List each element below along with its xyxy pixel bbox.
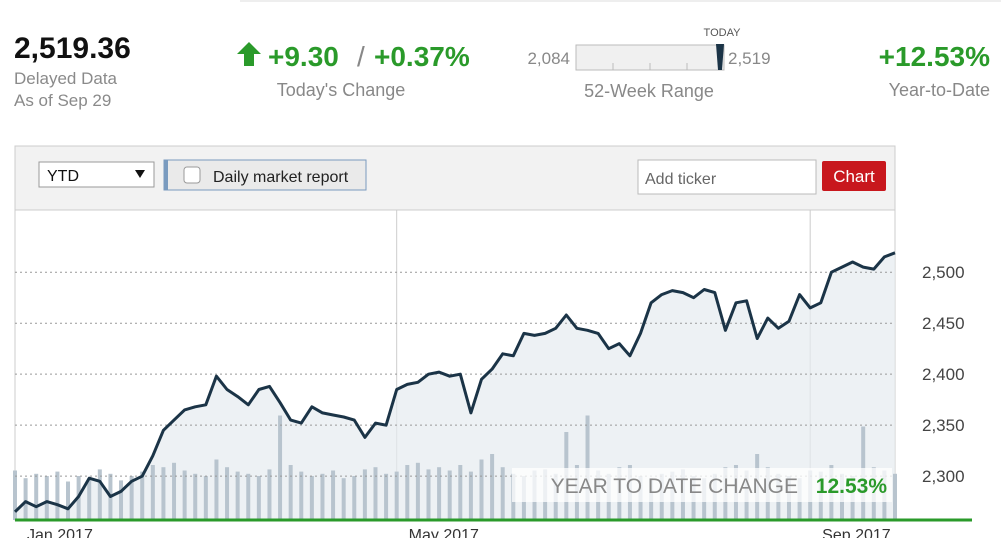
as-of: As of Sep 29	[14, 91, 111, 110]
price: 2,519.36	[14, 32, 131, 65]
y-tick-label: 2,400	[922, 365, 965, 384]
volume-bar	[97, 469, 102, 520]
volume-bar	[585, 415, 590, 520]
select-arrow	[135, 170, 145, 178]
ytd-label: Year-to-Date	[889, 80, 990, 100]
volume-bar	[331, 470, 336, 520]
up-arrow	[237, 42, 261, 66]
annotation-value: 12.53%	[816, 475, 888, 498]
x-tick-label: Sep 2017	[822, 527, 891, 538]
volume-bar	[129, 476, 134, 520]
volume-bar	[214, 459, 219, 520]
y-tick-label: 2,300	[922, 467, 965, 486]
volume-bar	[140, 471, 145, 520]
range-ticks	[612, 63, 688, 70]
volume-bar	[55, 471, 60, 520]
volume-bar	[87, 478, 92, 520]
volume-bar	[394, 471, 399, 520]
chart-button-label: Chart	[833, 167, 875, 186]
volume-bar	[44, 476, 49, 520]
volume-bar	[66, 481, 71, 520]
volume-bar	[246, 473, 251, 520]
volume-bar	[373, 467, 378, 520]
volume-bar	[384, 473, 389, 520]
volume-bar	[479, 459, 484, 520]
volume-bar	[225, 467, 230, 520]
volume-bar	[172, 462, 177, 520]
period-value: YTD	[47, 168, 79, 185]
volume-bar	[893, 473, 897, 520]
period-select[interactable]	[38, 161, 155, 188]
volume-bar	[23, 478, 28, 520]
volume-bar	[299, 471, 304, 520]
range-marker	[716, 44, 724, 70]
ticker-placeholder: Add ticker	[645, 171, 717, 188]
area	[15, 252, 895, 521]
volume-bar	[278, 415, 283, 520]
checkbox[interactable]	[183, 166, 201, 184]
price-line	[13, 251, 896, 513]
volume-bar	[490, 454, 495, 520]
y-tick-label: 2,450	[922, 314, 965, 333]
volume-bar	[458, 465, 463, 520]
volume-bar	[267, 469, 272, 520]
volume-bar	[288, 465, 293, 520]
report-label: Daily market report	[213, 169, 349, 186]
volume-bar	[405, 465, 410, 520]
y-tick-label: 2,350	[922, 416, 965, 435]
volume-bar	[256, 476, 261, 520]
volume-bar	[320, 473, 325, 520]
volume-bar	[468, 471, 473, 520]
volume-bar	[34, 473, 39, 520]
toggle-accent	[164, 160, 168, 190]
plot: Jan 2017 May 2017 Sep 2017 2,300 2,350 2,400 2…	[13, 210, 972, 538]
volume-bar	[447, 470, 452, 520]
volume-bar	[193, 473, 198, 520]
range-high: 2,519	[728, 49, 771, 68]
change-pct: +0.37%	[374, 41, 470, 72]
x-tick-label: May 2017	[409, 527, 479, 538]
volume-bar	[150, 465, 155, 520]
change-label: Today's Change	[277, 80, 406, 100]
volume-bar	[309, 476, 314, 520]
annotation: YEAR TO DATE CHANGE	[551, 475, 798, 498]
volume-bar	[203, 476, 208, 520]
range-low: 2,084	[527, 49, 570, 68]
volume-bar	[352, 476, 357, 520]
volume-bar	[161, 467, 166, 520]
ytd: +12.53%	[879, 41, 990, 72]
change: +9.30	[268, 41, 339, 72]
chart-button[interactable]	[822, 161, 886, 191]
volume-bar	[426, 469, 431, 520]
annotation-box	[512, 468, 892, 502]
range-today: TODAY	[704, 27, 742, 39]
volume-bar	[341, 478, 346, 520]
range-label: 52-Week Range	[584, 81, 714, 101]
volume-bar	[13, 470, 17, 520]
volume-bar	[119, 480, 124, 520]
separator: /	[357, 41, 365, 72]
volume-bar	[437, 467, 442, 520]
delayed: Delayed Data	[14, 69, 118, 88]
volume-bar	[182, 470, 187, 520]
x-tick-label: Jan 2017	[27, 527, 93, 538]
volume-bar	[415, 462, 420, 520]
volume-bar	[235, 471, 240, 520]
volume-bar	[500, 467, 505, 520]
ticker-input[interactable]	[637, 159, 817, 195]
y-tick-label: 2,500	[922, 263, 965, 282]
volume-bar	[362, 469, 367, 520]
